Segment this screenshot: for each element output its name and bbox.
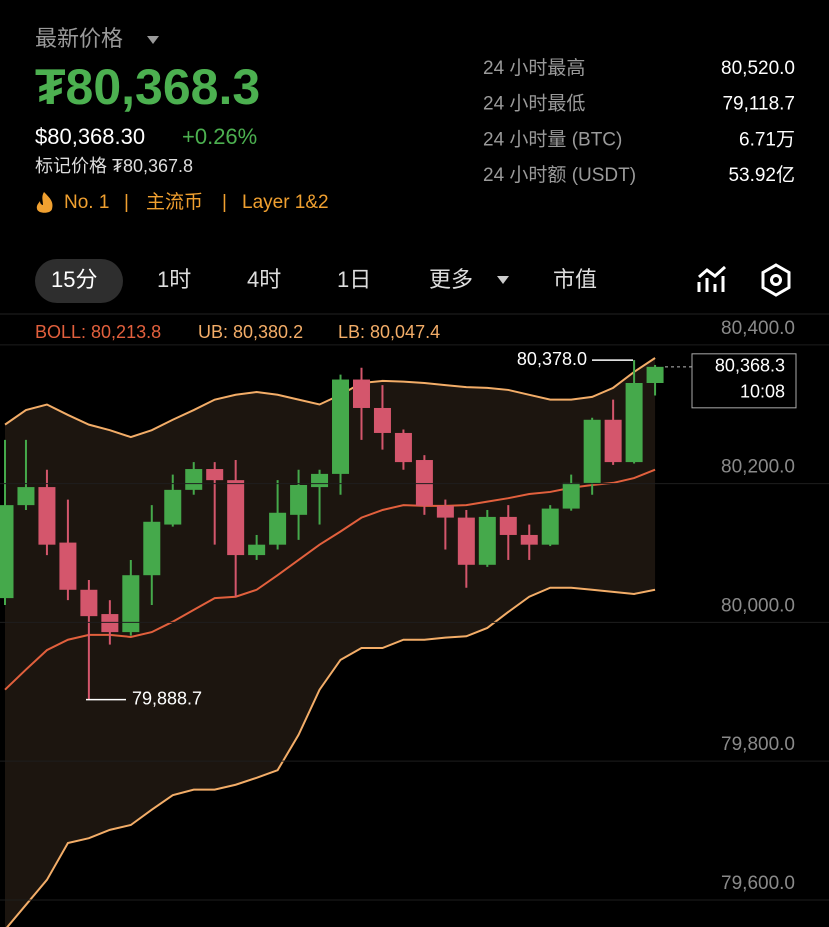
tab[interactable]: 1日 — [337, 267, 371, 292]
tab-active-bg — [35, 259, 123, 303]
stats: 24 小时最高 80,520.0 24 小时最低 79,118.7 24 小时量 (BT… — [483, 57, 795, 186]
band-line — [4, 357, 656, 439]
candle-body — [143, 521, 161, 576]
tab[interactable]: 4时 — [247, 267, 281, 292]
mark-price: 标记价格 ₮80,367.8 — [35, 156, 193, 176]
candle-body — [625, 383, 643, 463]
indicator-label: LB: 80,047.4 — [338, 322, 440, 342]
candle-body — [373, 407, 391, 433]
candle-body — [164, 489, 182, 525]
candle-body — [101, 614, 119, 633]
stat-label: 24 小时最高 — [483, 57, 585, 79]
tag[interactable]: Layer 1&2 — [242, 192, 329, 213]
stat-label: 24 小时最低 — [483, 93, 585, 115]
candle-body — [311, 473, 329, 488]
indicator-label: BOLL: 80,213.8 — [35, 322, 161, 342]
y-tick-label: 79,600.0 — [721, 873, 795, 894]
candle-body — [38, 487, 56, 545]
stat-value: 6.71万 — [739, 129, 795, 150]
last-price: ₮80,368.3 — [35, 59, 260, 115]
usd-price: $80,368.30 — [35, 124, 145, 149]
candle-body — [562, 482, 580, 509]
candle-body — [80, 589, 98, 617]
y-tick-label: 80,200.0 — [721, 457, 795, 478]
candle-body — [457, 517, 475, 565]
fire-icon — [36, 192, 53, 213]
stat-label: 24 小时额 (USDT) — [483, 164, 636, 186]
countdown: 10:08 — [740, 382, 785, 402]
candle-body — [583, 419, 601, 483]
tab[interactable]: 市值 — [553, 267, 597, 292]
stat-value: 80,520.0 — [721, 58, 795, 79]
candle-body — [394, 432, 412, 463]
high-label: 80,378.0 — [517, 349, 587, 369]
settings-icon-dot — [770, 274, 782, 286]
candle-body — [185, 469, 203, 490]
candle-body — [227, 480, 245, 556]
candle-body — [352, 379, 370, 408]
band-line — [6, 586, 656, 927]
dropdown-arrow[interactable] — [497, 276, 509, 284]
plot — [0, 357, 664, 927]
candle-body — [0, 505, 14, 599]
candle-body — [604, 419, 622, 463]
candle-body — [541, 508, 559, 545]
y-tick-label: 80,000.0 — [721, 595, 795, 616]
candle-body — [248, 544, 266, 556]
candle-body — [499, 516, 517, 535]
last-price-box — [691, 353, 797, 409]
separator: | — [222, 192, 227, 213]
candle-body — [17, 487, 35, 506]
tab[interactable]: 1时 — [157, 267, 191, 292]
last-price-label: 80,368.3 — [715, 356, 785, 376]
candle-body — [436, 505, 454, 518]
tag[interactable]: No. 1 — [64, 192, 109, 213]
y-tick-label: 80,400.0 — [721, 318, 795, 339]
separator: | — [124, 192, 129, 213]
candle-body — [478, 516, 496, 565]
stat-value: 79,118.7 — [722, 94, 795, 115]
stat-label: 24 小时量 (BTC) — [483, 128, 622, 150]
price-title[interactable]: 最新价格 — [35, 26, 123, 51]
candle-body — [269, 512, 287, 545]
candle-body — [206, 469, 224, 481]
tag[interactable]: 主流币 — [146, 191, 203, 213]
tab[interactable]: 更多 — [429, 267, 473, 292]
stat-value: 53.92亿 — [728, 164, 795, 186]
candle-body — [415, 460, 433, 506]
settings-icon[interactable] — [761, 263, 791, 297]
candle-body — [290, 485, 308, 515]
candle-body — [520, 534, 538, 545]
tabs: 15分 1时 4时 1日 更多 市值 — [51, 267, 597, 292]
low-label: 79,888.7 — [132, 688, 202, 708]
indicator-icon[interactable] — [697, 265, 727, 292]
candle-body — [122, 575, 140, 633]
overlay: 79,600.0 79,800.0 80,000.0 80,200.0 80,400.0… — [0, 318, 829, 901]
y-tick-label: 79,800.0 — [721, 734, 795, 755]
indicator-label: UB: 80,380.2 — [198, 322, 303, 342]
candle-body — [59, 542, 77, 590]
change: +0.26% — [182, 124, 257, 149]
dropdown-arrow[interactable] — [147, 36, 159, 44]
candle-body — [646, 366, 664, 383]
tab[interactable]: 15分 — [51, 267, 97, 292]
candle-body — [332, 379, 350, 474]
band-line — [4, 468, 656, 691]
